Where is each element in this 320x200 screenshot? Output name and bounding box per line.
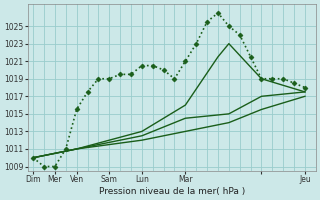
X-axis label: Pression niveau de la mer( hPa ): Pression niveau de la mer( hPa ) <box>99 187 245 196</box>
